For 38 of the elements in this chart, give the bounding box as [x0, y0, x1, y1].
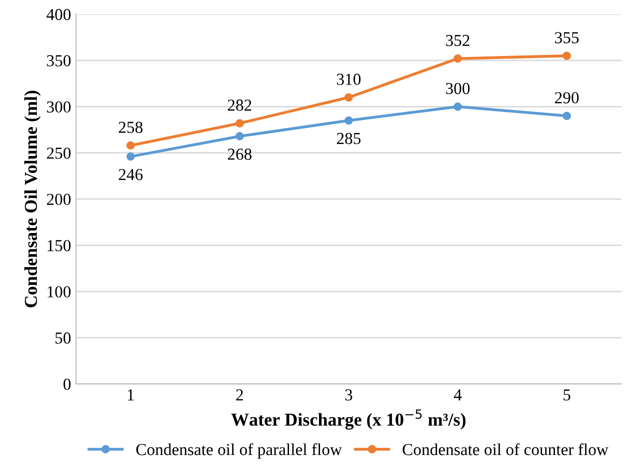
- legend-label: Condensate oil of parallel flow: [136, 443, 342, 459]
- x-tick-label: 2: [236, 389, 243, 400]
- data-label: 352: [446, 34, 470, 46]
- x-axis-title: Water Discharge (x 10$^{−5}$ m³/s): [231, 409, 466, 430]
- x-tick-label: 5: [564, 389, 570, 401]
- data-label: 246: [118, 168, 143, 180]
- y-tick-label: 250: [46, 148, 71, 159]
- y-axis-title: Condensate Oil Volume (ml): [24, 90, 41, 308]
- point: [126, 141, 135, 150]
- point: [235, 132, 244, 140]
- x-tick-label: 3: [345, 389, 352, 401]
- y-tick-label: 400: [46, 8, 71, 20]
- y-tick-label: 100: [48, 286, 71, 298]
- data-label: 268: [228, 148, 252, 160]
- y-tick-label: 0: [64, 378, 71, 390]
- point: [562, 112, 571, 120]
- x-tick-label: 4: [454, 389, 462, 400]
- y-tick-label: 300: [47, 101, 71, 113]
- point: [454, 54, 462, 63]
- point: [235, 119, 244, 128]
- data-label: 355: [555, 32, 579, 44]
- legend-label: Condensate oil of counter flow: [402, 443, 608, 456]
- data-label: 310: [336, 74, 361, 85]
- point: [562, 52, 571, 60]
- data-label: 300: [446, 82, 470, 94]
- data-label: 285: [336, 132, 361, 144]
- point: [126, 152, 135, 161]
- point: [344, 116, 353, 125]
- data-label: 282: [228, 100, 252, 111]
- y-tick-label: 150: [48, 240, 71, 252]
- data-label: 290: [555, 92, 579, 104]
- x-tick-label: 1: [128, 389, 134, 400]
- y-tick-label: 200: [46, 194, 71, 206]
- y-tick-label: 350: [47, 55, 71, 66]
- data-label: 258: [118, 122, 142, 133]
- point: [454, 102, 462, 111]
- point: [344, 93, 353, 102]
- y-tick-label: 50: [56, 332, 71, 344]
